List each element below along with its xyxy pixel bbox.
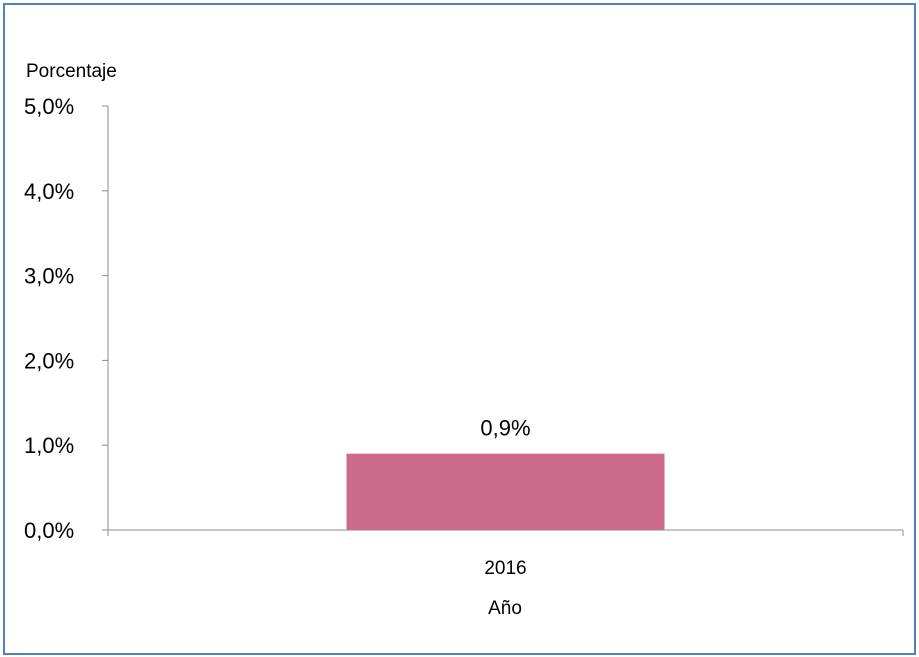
y-axis-ticks: 0,0% 1,0% 2,0% 3,0% 4,0% 5,0% [24, 94, 108, 543]
y-axis-title: Porcentaje [26, 61, 117, 82]
x-tick-label: 2016 [484, 558, 526, 579]
bar [346, 453, 665, 530]
y-tick-label: 3,0% [24, 264, 74, 289]
y-tick-label: 2,0% [24, 348, 74, 373]
bar-data-label: 0,9% [480, 416, 530, 441]
y-tick-label: 1,0% [24, 433, 74, 458]
chart-frame [3, 3, 916, 655]
y-tick-label: 5,0% [24, 94, 74, 119]
y-tick-label: 4,0% [24, 179, 74, 204]
y-tick-label: 0,0% [24, 518, 74, 543]
x-axis-title: Año [488, 598, 522, 619]
bar-series: 0,9% 2016 [346, 416, 665, 579]
